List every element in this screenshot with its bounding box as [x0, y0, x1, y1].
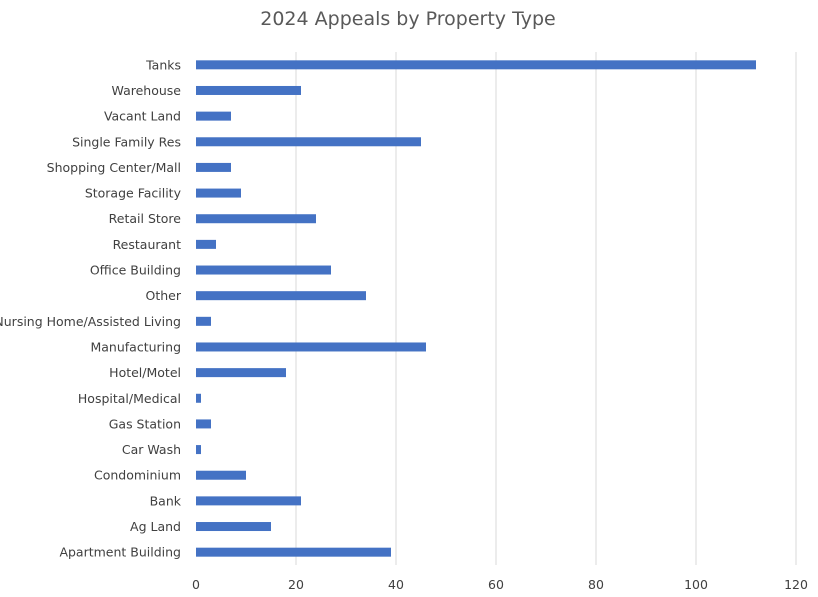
- category-label: Nursing Home/Assisted Living: [0, 314, 181, 329]
- bar-shopping-center-mall: [196, 162, 231, 172]
- bar-storage-facility: [196, 188, 241, 198]
- category-label: Shopping Center/Mall: [47, 160, 181, 175]
- chart-title: 2024 Appeals by Property Type: [260, 8, 555, 30]
- category-labels: Tanks Warehouse Vacant Land Single Family R…: [0, 57, 182, 559]
- category-label: Bank: [150, 493, 182, 508]
- bar-apartment-building: [196, 547, 391, 557]
- bar-ag-land: [196, 522, 271, 532]
- bar-warehouse: [196, 85, 301, 95]
- bar-gas-station: [196, 419, 211, 429]
- category-label: Apartment Building: [59, 545, 181, 560]
- bar-hospital-medical: [196, 393, 201, 403]
- bar-car-wash: [196, 445, 201, 455]
- x-tick-label-40: 40: [388, 577, 404, 592]
- category-label: Ag Land: [130, 519, 181, 534]
- bar-single-family-res: [196, 137, 421, 147]
- category-label: Manufacturing: [90, 339, 181, 354]
- x-tick-labels: 0 20 40 60 80 100 120: [192, 577, 808, 592]
- category-label: Vacant Land: [104, 109, 181, 124]
- bar-manufacturing: [196, 342, 426, 352]
- category-label: Other: [146, 288, 182, 303]
- category-label: Storage Facility: [85, 186, 182, 201]
- category-label: Condominium: [94, 468, 181, 483]
- category-label: Gas Station: [109, 416, 181, 431]
- bar-vacant-land: [196, 111, 231, 121]
- category-label: Restaurant: [113, 237, 182, 252]
- category-label: Car Wash: [122, 442, 181, 457]
- bar-bank: [196, 496, 301, 506]
- bar-nursing-home-assisted-living: [196, 316, 211, 326]
- x-tick-label-0: 0: [192, 577, 200, 592]
- bar-restaurant: [196, 239, 216, 249]
- x-tick-label-20: 20: [288, 577, 304, 592]
- x-tick-label-60: 60: [488, 577, 504, 592]
- category-label: Hotel/Motel: [109, 365, 181, 380]
- bar-condominium: [196, 470, 246, 480]
- category-label: Hospital/Medical: [78, 391, 181, 406]
- bar-hotel-motel: [196, 368, 286, 378]
- gridlines: [295, 52, 797, 565]
- category-label: Single Family Res: [72, 134, 181, 149]
- x-tick-label-80: 80: [588, 577, 604, 592]
- category-label: Retail Store: [109, 211, 182, 226]
- bar-other: [196, 291, 366, 301]
- bar-retail-store: [196, 214, 316, 224]
- category-label: Tanks: [145, 57, 181, 72]
- bars: [196, 60, 756, 557]
- bar-tanks: [196, 60, 756, 70]
- x-tick-label-100: 100: [684, 577, 708, 592]
- category-label: Warehouse: [112, 83, 182, 98]
- category-label: Office Building: [90, 263, 181, 278]
- x-tick-label-120: 120: [784, 577, 808, 592]
- bar-office-building: [196, 265, 331, 275]
